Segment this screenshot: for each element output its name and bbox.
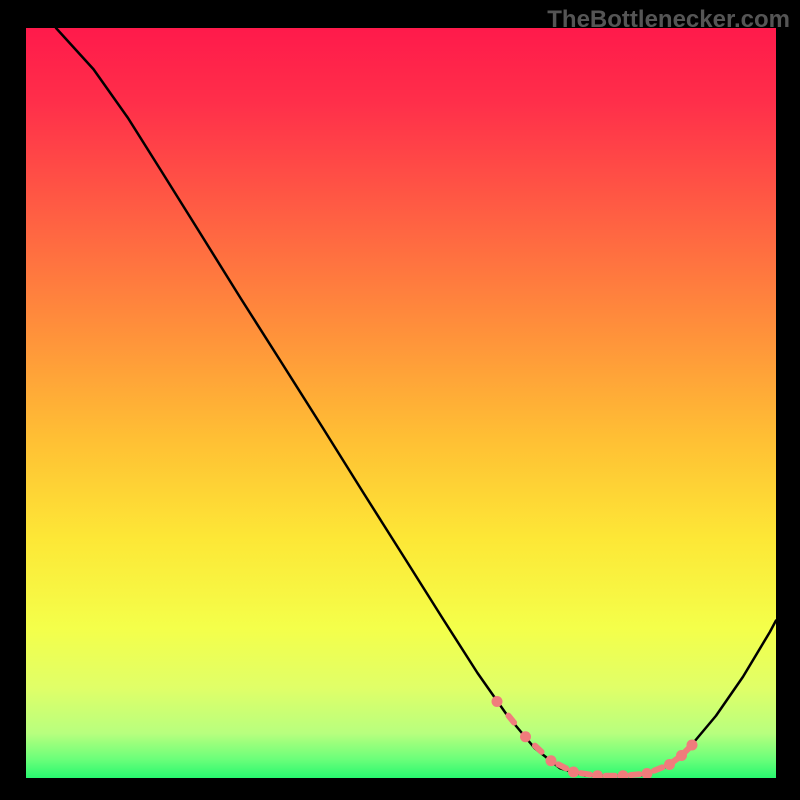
bottleneck-curve	[56, 28, 776, 776]
marker-dot	[546, 755, 557, 766]
marker-dot	[592, 770, 603, 778]
marker-dot	[676, 750, 687, 761]
marker-dash	[558, 764, 566, 768]
marker-dot	[642, 768, 653, 778]
marker-dot	[664, 759, 675, 770]
watermark-text: TheBottlenecker.com	[547, 6, 790, 34]
marker-dot	[492, 696, 503, 707]
marker-dash	[535, 746, 542, 752]
plot-area	[26, 28, 776, 778]
marker-dash	[508, 716, 514, 723]
curve-layer	[26, 28, 776, 778]
chart-container: TheBottlenecker.com	[0, 0, 800, 800]
marker-dot	[568, 767, 579, 778]
marker-dot	[520, 731, 531, 742]
marker-dash	[631, 774, 640, 775]
marker-dash	[581, 773, 590, 774]
marker-dot	[687, 740, 698, 751]
marker-dot	[618, 770, 629, 778]
marker-dash	[654, 767, 662, 770]
